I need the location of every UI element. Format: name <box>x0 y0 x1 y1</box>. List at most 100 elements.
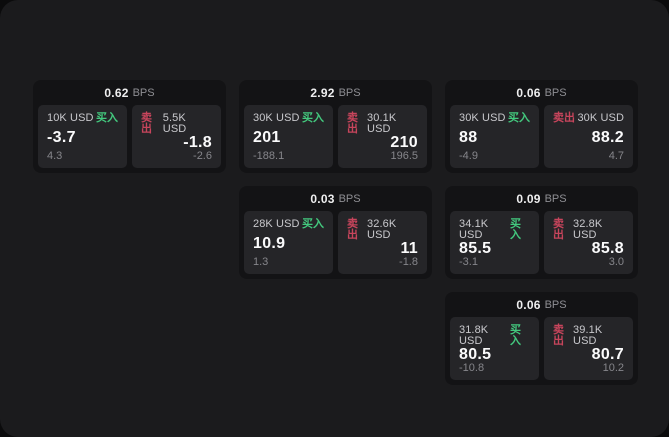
sell-price: 80.7 <box>591 346 624 363</box>
sell-price: 210 <box>390 134 418 151</box>
quote-card: 0.09 BPS 34.1K USD 买入 85.5 -3.1 卖出 32.8K… <box>445 186 638 279</box>
sell-delta: 196.5 <box>390 150 418 162</box>
buy-side-label: 买入 <box>302 112 324 124</box>
sell-side-label: 卖出 <box>553 324 564 347</box>
sell-price: 88.2 <box>591 128 624 146</box>
sell-amount: 32.8K USD <box>573 218 603 241</box>
sell-panel[interactable]: 卖出 39.1K USD 80.7 10.2 <box>544 317 633 380</box>
buy-price: 80.5 <box>459 346 492 363</box>
bps-unit-label: BPS <box>338 192 361 205</box>
quote-panels: 30K USD 买入 201 -188.1 卖出 30.1K USD 210 1… <box>244 105 427 168</box>
card-header: 2.92 BPS <box>244 80 427 105</box>
buy-side-label: 买入 <box>96 112 118 124</box>
buy-panel-header: 30K USD 买入 <box>459 113 530 124</box>
buy-amount: 34.1K USD <box>459 218 489 241</box>
bps-unit-label: BPS <box>338 86 361 99</box>
sell-panel-header: 卖出 32.8K USD <box>553 219 624 241</box>
buy-delta: -4.9 <box>459 150 478 162</box>
bps-value: 0.09 <box>516 191 541 206</box>
buy-price: -3.7 <box>47 128 76 146</box>
sell-price: 11 <box>400 240 418 257</box>
quote-panels: 34.1K USD 买入 85.5 -3.1 卖出 32.8K USD 85.8… <box>450 211 633 274</box>
sell-side-label: 卖出 <box>141 112 152 135</box>
buy-panel[interactable]: 30K USD 买入 88 -4.9 <box>450 105 539 168</box>
bps-unit-label: BPS <box>544 298 567 311</box>
buy-panel-header: 34.1K USD 买入 <box>459 219 530 241</box>
sell-panel[interactable]: 卖出 30K USD 88.2 4.7 <box>544 105 633 168</box>
quote-panels: 10K USD 买入 -3.7 4.3 卖出 5.5K USD -1.8 -2.… <box>38 105 221 168</box>
bps-value: 0.03 <box>310 191 335 206</box>
buy-panel[interactable]: 30K USD 买入 201 -188.1 <box>244 105 333 168</box>
bps-unit-label: BPS <box>544 86 567 99</box>
quote-card: 0.06 BPS 31.8K USD 买入 80.5 -10.8 卖出 39.1… <box>445 292 638 385</box>
buy-panel[interactable]: 31.8K USD 买入 80.5 -10.8 <box>450 317 539 380</box>
card-header: 0.06 BPS <box>450 292 633 317</box>
buy-panel-header: 10K USD 买入 <box>47 113 118 124</box>
sell-price: -1.8 <box>183 134 212 151</box>
buy-amount: 10K USD <box>47 112 94 124</box>
buy-price: 201 <box>253 128 281 146</box>
sell-amount: 39.1K USD <box>573 324 603 347</box>
buy-delta: -3.1 <box>459 256 478 268</box>
buy-panel-header: 30K USD 买入 <box>253 113 324 124</box>
buy-panel[interactable]: 34.1K USD 买入 85.5 -3.1 <box>450 211 539 274</box>
sell-side-label: 卖出 <box>553 112 575 124</box>
quote-panels: 31.8K USD 买入 80.5 -10.8 卖出 39.1K USD 80.… <box>450 317 633 380</box>
sell-panel[interactable]: 卖出 5.5K USD -1.8 -2.6 <box>132 105 221 168</box>
sell-side-label: 卖出 <box>347 112 358 135</box>
buy-panel[interactable]: 10K USD 买入 -3.7 4.3 <box>38 105 127 168</box>
quote-card: 2.92 BPS 30K USD 买入 201 -188.1 卖出 30.1K … <box>239 80 432 173</box>
buy-delta: 4.3 <box>47 150 63 162</box>
sell-amount: 32.6K USD <box>367 218 397 241</box>
card-header: 0.09 BPS <box>450 186 633 211</box>
buy-price: 10.9 <box>253 234 286 252</box>
card-header: 0.03 BPS <box>244 186 427 211</box>
quote-card: 0.06 BPS 30K USD 买入 88 -4.9 卖出 30K USD 8… <box>445 80 638 173</box>
bps-unit-label: BPS <box>544 192 567 205</box>
sell-panel-header: 卖出 30K USD <box>553 113 624 124</box>
buy-side-label: 买入 <box>509 324 521 347</box>
card-header: 0.06 BPS <box>450 80 633 105</box>
buy-side-label: 买入 <box>508 112 530 124</box>
buy-side-label: 买入 <box>302 218 324 230</box>
cards-grid: 0.62 BPS 10K USD 买入 -3.7 4.3 卖出 5.5K USD… <box>33 80 638 385</box>
buy-amount: 28K USD <box>253 218 300 230</box>
sell-amount: 30.1K USD <box>367 112 397 135</box>
buy-amount: 31.8K USD <box>459 324 489 347</box>
buy-panel[interactable]: 28K USD 买入 10.9 1.3 <box>244 211 333 274</box>
buy-price: 85.5 <box>459 240 492 257</box>
bps-value: 0.06 <box>516 297 541 312</box>
bps-unit-label: BPS <box>132 86 155 99</box>
quote-card: 0.62 BPS 10K USD 买入 -3.7 4.3 卖出 5.5K USD… <box>33 80 226 173</box>
buy-side-label: 买入 <box>509 218 521 241</box>
buy-amount: 30K USD <box>253 112 300 124</box>
sell-panel[interactable]: 卖出 32.6K USD 11 -1.8 <box>338 211 427 274</box>
buy-panel-header: 31.8K USD 买入 <box>459 325 530 347</box>
sell-price: 85.8 <box>591 240 624 257</box>
sell-panel[interactable]: 卖出 32.8K USD 85.8 3.0 <box>544 211 633 274</box>
buy-panel-header: 28K USD 买入 <box>253 219 324 230</box>
sell-amount: 30K USD <box>577 112 624 124</box>
quote-panels: 30K USD 买入 88 -4.9 卖出 30K USD 88.2 4.7 <box>450 105 633 168</box>
sell-delta: -1.8 <box>399 256 418 268</box>
bps-value: 0.06 <box>516 85 541 100</box>
sell-panel-header: 卖出 39.1K USD <box>553 325 624 347</box>
sell-amount: 5.5K USD <box>162 112 187 135</box>
sell-delta: -2.6 <box>193 150 212 162</box>
sell-panel-header: 卖出 32.6K USD <box>347 219 418 241</box>
buy-price: 88 <box>459 128 478 146</box>
sell-delta: 3.0 <box>608 256 624 268</box>
bps-value: 0.62 <box>104 85 129 100</box>
sell-delta: 4.7 <box>608 150 624 162</box>
sell-side-label: 卖出 <box>553 218 564 241</box>
buy-delta: 1.3 <box>253 256 269 268</box>
sell-panel[interactable]: 卖出 30.1K USD 210 196.5 <box>338 105 427 168</box>
sell-delta: 10.2 <box>602 362 624 374</box>
card-header: 0.62 BPS <box>38 80 221 105</box>
sell-panel-header: 卖出 30.1K USD <box>347 113 418 135</box>
buy-delta: -188.1 <box>253 150 285 162</box>
buy-amount: 30K USD <box>459 112 506 124</box>
quote-panels: 28K USD 买入 10.9 1.3 卖出 32.6K USD 11 -1.8 <box>244 211 427 274</box>
quote-card: 0.03 BPS 28K USD 买入 10.9 1.3 卖出 32.6K US… <box>239 186 432 279</box>
